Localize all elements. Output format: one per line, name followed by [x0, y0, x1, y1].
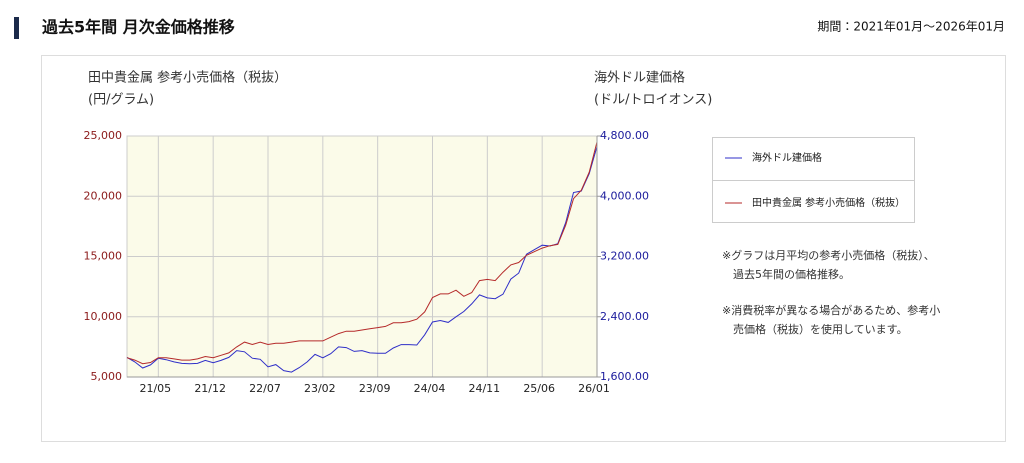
- x-tick-label: 25/06: [523, 382, 555, 395]
- note: ※グラフは月平均の参考小売価格（税抜）、: [722, 248, 935, 262]
- y2-tick-label: 1,600.00: [600, 370, 649, 383]
- x-tick-label: 21/12: [194, 382, 226, 395]
- y-tick-label: 5,000: [91, 370, 123, 383]
- x-tick-label: 24/11: [468, 382, 500, 395]
- x-tick-label: 23/09: [359, 382, 391, 395]
- series-line: [126, 146, 598, 373]
- legend-label: 海外ドル建価格: [752, 151, 822, 164]
- x-tick-label: 23/02: [304, 382, 336, 395]
- x-tick-label: 26/01: [578, 382, 610, 395]
- note: ※消費税率が異なる場合があるため、参考小: [722, 303, 940, 317]
- title-marker: [14, 17, 19, 39]
- y2-tick-label: 2,400.00: [600, 310, 649, 323]
- y-axis-unit: (円/グラム): [88, 93, 154, 108]
- x-tick-label: 24/04: [414, 382, 446, 395]
- series-line: [126, 141, 598, 365]
- panel: [41, 55, 1006, 442]
- legend-label: 田中貴金属 参考小売価格（税抜）: [752, 196, 905, 209]
- x-tick-label: 22/07: [249, 382, 281, 395]
- y2-tick-label: 4,800.00: [600, 129, 649, 142]
- y2-axis-unit: (ドル/トロイオンス): [594, 93, 712, 108]
- note: 売価格（税抜）を使用しています。: [733, 322, 908, 336]
- y2-tick-label: 3,200.00: [600, 250, 649, 263]
- x-tick-label: 21/05: [139, 382, 171, 395]
- chart-title: 過去5年間 月次金価格推移: [42, 18, 235, 37]
- period: 期間：2021年01月〜2026年01月: [817, 20, 1005, 34]
- y-tick-label: 25,000: [84, 129, 123, 142]
- y-tick-label: 10,000: [84, 310, 123, 323]
- y2-tick-label: 4,000.00: [600, 189, 649, 202]
- y-tick-label: 20,000: [84, 189, 123, 202]
- y-axis-title: 田中貴金属 参考小売価格（税抜）: [88, 70, 287, 86]
- y-tick-label: 15,000: [84, 250, 123, 263]
- y2-axis-title: 海外ドル建価格: [594, 70, 685, 86]
- note: 過去5年間の価格推移。: [733, 267, 850, 281]
